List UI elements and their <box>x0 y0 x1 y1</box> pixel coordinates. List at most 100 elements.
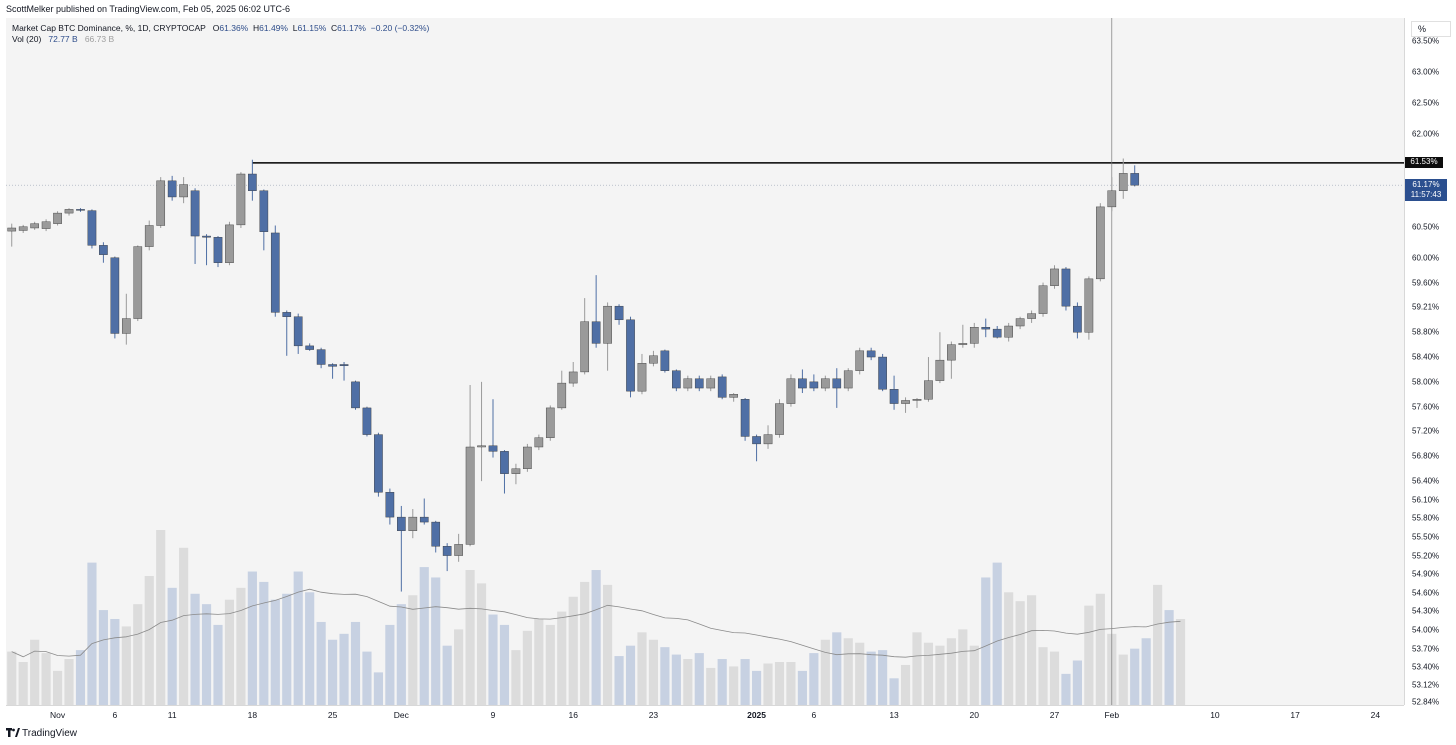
volume-bar <box>774 661 785 705</box>
candle-body <box>649 355 658 364</box>
price-tick-label: 55.50% <box>1412 532 1440 542</box>
candle-body <box>523 446 532 469</box>
volume-bar <box>201 604 212 705</box>
volume-bar <box>52 670 63 705</box>
chart-pane[interactable]: Market Cap BTC Dominance, %, 1D, CRYPTOC… <box>6 18 1404 719</box>
current-price-tag: 61.17% 11:57:43 <box>1405 179 1447 202</box>
candle-body <box>76 209 85 211</box>
price-tick-label: 55.20% <box>1412 551 1440 561</box>
volume-bar <box>30 639 40 705</box>
volume-ma-unit: B <box>108 34 115 44</box>
price-chart-svg[interactable] <box>6 18 1404 705</box>
volume-bar <box>797 670 807 705</box>
volume-bar <box>7 651 17 705</box>
volume-bar <box>992 562 1002 705</box>
close-label: C <box>331 23 338 33</box>
volume-bar <box>740 659 750 705</box>
candle-body <box>992 328 1002 338</box>
volume-unit: B <box>72 34 78 44</box>
volume-bar <box>1061 673 1071 705</box>
candle-body <box>809 381 819 389</box>
volume-bar <box>809 653 819 705</box>
candle-body <box>637 363 647 392</box>
symbol-name[interactable]: Market Cap BTC Dominance, %, 1D, CRYPTOC… <box>12 23 206 33</box>
price-tick-label: 58.00% <box>1412 377 1440 387</box>
candle-body <box>121 318 131 334</box>
volume-bar <box>167 587 177 705</box>
volume-bar <box>75 650 86 705</box>
time-tick-label: 23 <box>648 710 659 720</box>
time-tick-label: 18 <box>247 710 258 720</box>
volume-bar <box>87 562 97 705</box>
volume-bar <box>350 621 361 705</box>
candle-body <box>18 226 28 231</box>
candle-body <box>935 359 945 381</box>
volume-bar <box>1153 584 1163 705</box>
volume-bar <box>981 577 991 705</box>
candle-body <box>683 378 693 389</box>
tradingview-brand: TradingView <box>22 728 78 739</box>
volume-bar <box>339 633 349 705</box>
candle-body <box>167 180 177 198</box>
volume-bar <box>683 659 693 705</box>
footer: TradingView <box>0 723 1456 745</box>
candle-body <box>64 209 74 214</box>
candle-body <box>752 436 761 445</box>
volume-bar <box>144 575 154 705</box>
volume-bar <box>396 604 406 705</box>
candle-body <box>924 380 933 400</box>
price-axis[interactable]: % 63.50% 63.00% 62.50% 62.00% 60.50% 60.00% 59… <box>1404 18 1456 707</box>
volume-bar <box>751 670 762 705</box>
candle-body <box>603 305 612 344</box>
volume-bar <box>603 584 613 705</box>
volume-bar <box>408 595 418 705</box>
volume-bar <box>41 653 51 705</box>
time-tick-label: 27 <box>1049 710 1060 720</box>
price-tick-label: 63.50% <box>1412 36 1440 46</box>
candle-body <box>568 371 578 384</box>
candle-body <box>614 305 624 321</box>
candle-body <box>557 382 567 409</box>
price-tick-label: 59.21% <box>1412 302 1440 312</box>
candle-body <box>362 407 372 435</box>
candle-body <box>236 173 246 226</box>
candle-body <box>488 445 498 452</box>
candle-body <box>328 364 337 367</box>
volume-bar <box>190 593 200 705</box>
time-tick-label: Dec <box>393 710 409 720</box>
symbol-legend-row: Market Cap BTC Dominance, %, 1D, CRYPTOC… <box>12 23 429 34</box>
volume-bar <box>305 592 315 705</box>
time-tick-label: 9 <box>490 710 496 720</box>
candle-body <box>316 349 326 365</box>
candle-body <box>374 434 383 493</box>
volume-bar <box>958 629 968 705</box>
candle-body <box>1118 173 1128 191</box>
volume-bar <box>316 621 326 705</box>
price-tick-label: 52.84% <box>1412 697 1440 707</box>
volume-bar <box>98 610 108 705</box>
volume-bar <box>717 659 727 705</box>
candle-body <box>419 516 429 523</box>
volume-bar <box>591 570 601 705</box>
candle-body <box>465 446 475 545</box>
volume-label[interactable]: Vol (20) <box>12 34 42 44</box>
candle-body <box>1130 173 1140 186</box>
candle-body <box>832 378 842 389</box>
candle-body <box>1038 285 1048 314</box>
volume-bar <box>1164 610 1174 705</box>
volume-bar <box>179 547 189 705</box>
volume-bar <box>1015 601 1025 705</box>
price-tick-label: 62.00% <box>1412 129 1440 139</box>
volume-bar <box>1084 605 1094 705</box>
unit-selector[interactable]: % <box>1411 21 1451 37</box>
volume-bar <box>259 581 269 705</box>
time-axis[interactable]: Nov 6 11 18 25 Dec 9 16 23 2025 6 13 20 27 Feb 10 17 24 <box>6 705 1404 723</box>
candle-body <box>213 237 223 263</box>
volume-bar <box>133 604 143 705</box>
candle-body <box>500 451 509 474</box>
volume-bar <box>694 653 704 705</box>
time-tick-label: 6 <box>112 710 118 720</box>
candle-body <box>30 223 39 229</box>
price-tick-label: 60.50% <box>1412 222 1440 232</box>
volume-bar <box>866 651 876 705</box>
